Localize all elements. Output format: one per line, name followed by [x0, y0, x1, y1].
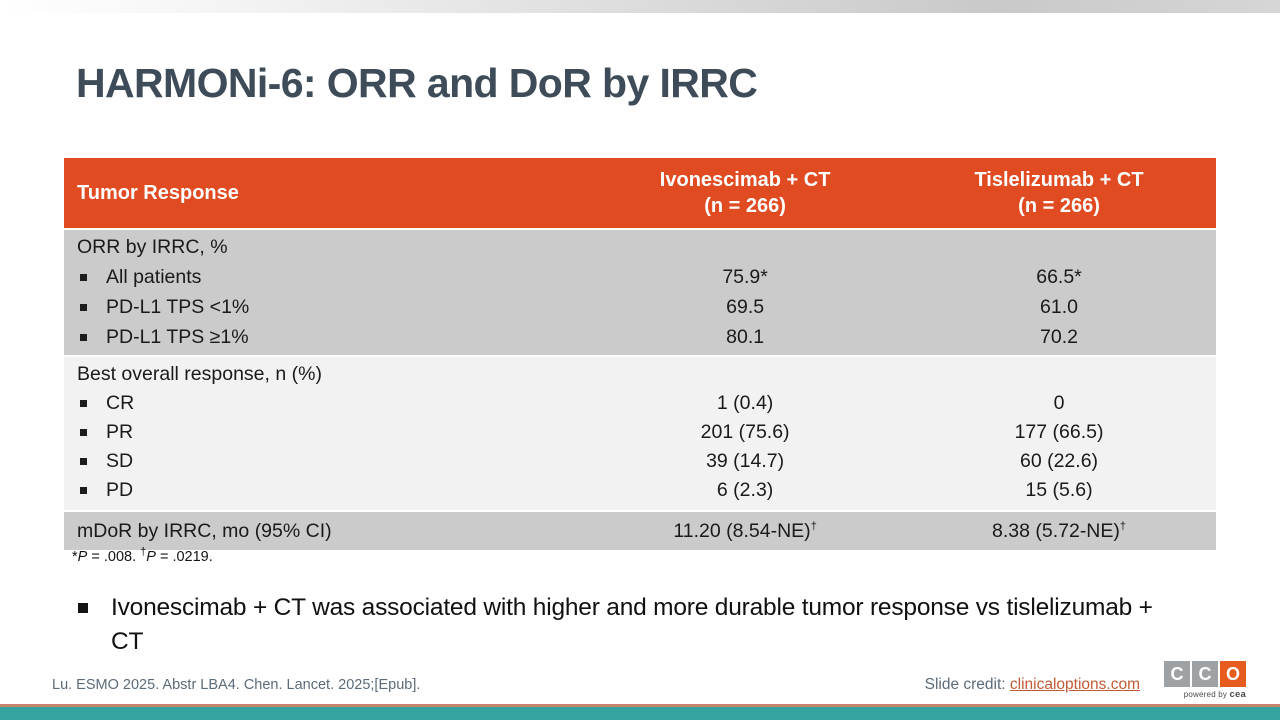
dagger-superscript: †	[1119, 520, 1127, 532]
header-tislelizumab: Tislelizumab + CT (n = 266)	[902, 167, 1216, 220]
dagger-superscript: †	[140, 546, 147, 558]
header-ivonescimab-line1: Ivonescimab + CT	[659, 168, 831, 191]
cell-value: 66.5*	[1036, 265, 1082, 288]
teal-bottom-bar	[0, 707, 1280, 720]
logo-letter-c1: C	[1164, 661, 1190, 687]
cell-value: 1 (0.4)	[716, 392, 774, 414]
bullet-square-icon	[80, 487, 87, 494]
table-row: mDoR by IRRC, mo (95% CI) 11.20 (8.54-NE…	[64, 512, 1216, 550]
p-italic: P	[77, 548, 88, 565]
row-label: PD-L1 TPS ≥1%	[64, 326, 588, 349]
row-label: PD	[64, 479, 588, 502]
takeaway-text: Ivonescimab + CT was associated with hig…	[111, 594, 1153, 655]
header-ivonescimab: Ivonescimab + CT (n = 266)	[588, 167, 902, 220]
table-row: PR 201 (75.6) 177 (66.5)	[64, 418, 1216, 447]
cell-value: 6 (2.3)	[716, 479, 774, 501]
cell-value: 39 (14.7)	[706, 450, 785, 472]
bullet-square-icon	[80, 273, 87, 281]
salmon-divider-line	[0, 704, 1280, 707]
cco-logo: C C O powered by cea	[1158, 661, 1246, 700]
mdor-value-tislelizumab: 8.38 (5.72-NE)	[992, 519, 1120, 542]
header-ivonescimab-line2: (n = 266)	[704, 195, 786, 217]
cell-value: 0	[1053, 392, 1065, 414]
row-label: PD-L1 TPS <1%	[64, 296, 588, 319]
p-value-footnote: *P = .008. †P = .0219.	[72, 546, 213, 565]
mdor-value-ivonescimab: 11.20 (8.54-NE)	[673, 519, 811, 542]
row-label-text: PR	[106, 421, 134, 443]
logo-tagline-brand: cea	[1229, 689, 1246, 700]
row-label-text: PD-L1 TPS <1%	[106, 295, 250, 318]
row-label: ORR by IRRC, %	[77, 235, 228, 258]
table-row: CR 1 (0.4) 0	[64, 389, 1216, 418]
row-label-text: PD-L1 TPS ≥1%	[106, 325, 249, 348]
table-row: PD 6 (2.3) 15 (5.6)	[64, 476, 1216, 505]
cell-value: 60 (22.6)	[1019, 450, 1099, 472]
page-title: HARMONi-6: ORR and DoR by IRRC	[76, 60, 758, 106]
cell-value: 69.5	[726, 295, 765, 318]
slide-credit-label: Slide credit:	[924, 676, 1010, 693]
cell-value: 80.1	[726, 325, 765, 348]
logo-tagline: powered by cea	[1158, 689, 1246, 700]
best-overall-response-section: Best overall response, n (%) CR 1 (0.4) …	[64, 357, 1216, 510]
tumor-response-table: Tumor Response Ivonescimab + CT (n = 266…	[64, 158, 1216, 550]
cell-value: 177 (66.5)	[1014, 421, 1104, 443]
bullet-square-icon	[80, 458, 87, 465]
clinicaloptions-link[interactable]: clinicaloptions.com	[1009, 676, 1140, 693]
header-tumor-response: Tumor Response	[77, 181, 239, 204]
row-label-text: All patients	[106, 265, 202, 288]
citation-text: Lu. ESMO 2025. Abstr LBA4. Chen. Lancet.…	[52, 677, 421, 693]
bullet-square-icon	[78, 603, 88, 613]
header-tislelizumab-line2: (n = 266)	[1018, 195, 1100, 217]
cell-value: 75.9*	[722, 265, 768, 288]
row-label: CR	[64, 392, 588, 415]
row-label-text: CR	[106, 392, 135, 414]
bullet-square-icon	[80, 303, 87, 311]
bullet-square-icon	[80, 333, 87, 341]
cell-value: 15 (5.6)	[1025, 479, 1093, 501]
bullet-square-icon	[80, 429, 87, 436]
cco-logo-squares: C C O	[1158, 661, 1246, 687]
asterisk: *	[72, 548, 78, 565]
row-label: PR	[64, 421, 588, 444]
cell-value: 201 (75.6)	[700, 421, 790, 443]
cell-value: 8.38 (5.72-NE)†	[902, 520, 1216, 543]
table-row: Best overall response, n (%)	[64, 360, 1216, 389]
bullet-square-icon	[80, 400, 87, 407]
table-row: PD-L1 TPS ≥1% 80.1 70.2	[64, 322, 1216, 352]
p-italic: P	[146, 548, 156, 565]
row-label: SD	[64, 450, 588, 473]
logo-letter-o: O	[1220, 661, 1246, 687]
footnote-text: = .008.	[87, 548, 141, 565]
cell-value: 70.2	[1040, 325, 1078, 348]
table-row: SD 39 (14.7) 60 (22.6)	[64, 447, 1216, 476]
header-tislelizumab-line1: Tislelizumab + CT	[974, 168, 1144, 191]
table-row: PD-L1 TPS <1% 69.5 61.0	[64, 292, 1216, 322]
logo-letter-c2: C	[1192, 661, 1218, 687]
orr-section: ORR by IRRC, % All patients 75.9* 66.5* …	[64, 230, 1216, 355]
table-header-row: Tumor Response Ivonescimab + CT (n = 266…	[64, 158, 1216, 228]
row-label-text: SD	[106, 450, 134, 472]
slide-credit: Slide credit: clinicaloptions.com	[925, 676, 1140, 694]
row-label-text: PD	[106, 479, 134, 501]
cell-value: 11.20 (8.54-NE)†	[588, 520, 902, 543]
row-label: mDoR by IRRC, mo (95% CI)	[77, 519, 332, 542]
logo-tagline-prefix: powered by	[1183, 690, 1230, 699]
row-label: All patients	[64, 266, 588, 289]
cell-value: 61.0	[1040, 295, 1078, 318]
mdor-section: mDoR by IRRC, mo (95% CI) 11.20 (8.54-NE…	[64, 512, 1216, 550]
dagger-superscript: †	[810, 520, 817, 532]
row-label: Best overall response, n (%)	[77, 363, 322, 385]
takeaway-bullet: Ivonescimab + CT was associated with hig…	[78, 591, 1190, 659]
table-row: ORR by IRRC, %	[64, 232, 1216, 262]
table-row: All patients 75.9* 66.5*	[64, 262, 1216, 292]
footnote-text: = .0219.	[155, 548, 213, 565]
top-accent-band	[0, 0, 1280, 13]
